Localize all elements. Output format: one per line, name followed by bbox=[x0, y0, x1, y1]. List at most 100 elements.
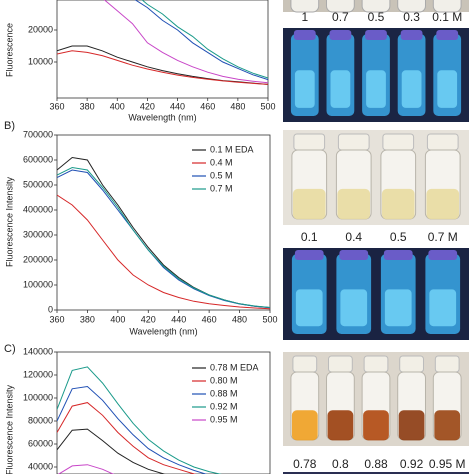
series-line bbox=[57, 194, 270, 310]
photo-label: 0.7 bbox=[332, 10, 349, 24]
vial-cap bbox=[328, 355, 353, 373]
x-tick-label: 480 bbox=[232, 314, 247, 324]
photo-label: 0.78 bbox=[293, 457, 317, 471]
vial-cap bbox=[434, 355, 460, 373]
vial-cap bbox=[293, 30, 316, 40]
vial-liquid bbox=[337, 188, 371, 220]
vial-cap bbox=[399, 355, 424, 373]
y-tick-label: 20000 bbox=[28, 24, 53, 34]
vial-glow bbox=[340, 289, 368, 327]
vial-cap bbox=[329, 30, 352, 40]
vial-cap bbox=[294, 250, 324, 260]
series-line bbox=[134, 0, 269, 81]
vial-liquid bbox=[434, 410, 461, 441]
series-line bbox=[57, 50, 269, 85]
series-line bbox=[57, 366, 222, 474]
plot-frame bbox=[56, 351, 271, 474]
vial-cap bbox=[400, 30, 423, 40]
y-tick-label: 40000 bbox=[28, 461, 53, 471]
photo-label: 0.4 bbox=[345, 230, 362, 244]
vial-cap bbox=[293, 133, 326, 151]
vial-liquid bbox=[327, 410, 354, 441]
vial bbox=[361, 0, 391, 13]
plot-lines bbox=[57, 366, 222, 474]
legend-label: 0.92 M bbox=[210, 401, 238, 411]
photo-label: 0.1 bbox=[301, 230, 318, 244]
x-tick-label: 400 bbox=[110, 101, 125, 111]
y-tick-label: 300000 bbox=[23, 229, 53, 239]
vial bbox=[290, 0, 320, 13]
y-tick-label: 80000 bbox=[28, 415, 53, 425]
x-tick-label: 440 bbox=[170, 101, 185, 111]
vial-cap bbox=[428, 250, 458, 260]
photo-label: 0.5 bbox=[390, 230, 407, 244]
x-tick-label: 360 bbox=[49, 101, 64, 111]
series-line bbox=[57, 166, 270, 308]
y-tick-label: 120000 bbox=[23, 369, 53, 379]
x-tick-label: 460 bbox=[200, 101, 215, 111]
panel-label: C) bbox=[4, 343, 16, 355]
x-tick-label: 440 bbox=[171, 314, 186, 324]
y-tick-label: 140000 bbox=[23, 346, 53, 356]
y-tick-label: 400000 bbox=[23, 204, 53, 214]
vial-glow bbox=[401, 70, 422, 108]
photo-label: 0.7 M bbox=[428, 230, 458, 244]
legend-label: 0.80 M bbox=[210, 375, 238, 385]
legend-label: 0.7 M bbox=[210, 183, 233, 193]
x-tick-label: 480 bbox=[230, 101, 245, 111]
photo-label: 0.1 M bbox=[432, 10, 462, 24]
y-axis-label: Fluorescence bbox=[4, 23, 14, 77]
x-tick-label: 500 bbox=[262, 314, 277, 324]
series-line bbox=[57, 385, 208, 474]
photo-label: 1 bbox=[301, 10, 308, 24]
x-tick-label: 360 bbox=[49, 314, 64, 324]
x-tick-label: 420 bbox=[141, 314, 156, 324]
photo-label: 0.92 bbox=[400, 457, 424, 471]
x-tick-label: 400 bbox=[110, 314, 125, 324]
series-line bbox=[57, 402, 197, 474]
photo-label: 0.5 bbox=[368, 10, 385, 24]
vial-cap bbox=[292, 355, 318, 373]
x-tick-label: 380 bbox=[80, 314, 95, 324]
vial-glow bbox=[429, 289, 457, 327]
y-axis-label: Fluorescence Intensity bbox=[4, 176, 14, 267]
vial-liquid bbox=[426, 188, 460, 220]
x-tick-label: 420 bbox=[140, 101, 155, 111]
x-tick-label: 500 bbox=[260, 101, 275, 111]
legend-label: 0.88 M bbox=[210, 388, 238, 398]
panel-label: B) bbox=[4, 120, 15, 132]
vial-cap bbox=[383, 250, 413, 260]
vial-liquid bbox=[292, 188, 326, 220]
vial-glow bbox=[366, 70, 386, 108]
series-line bbox=[57, 464, 115, 474]
vial-liquid bbox=[363, 410, 389, 441]
vial-cap bbox=[436, 30, 459, 40]
y-tick-label: 100000 bbox=[23, 279, 53, 289]
series-line bbox=[57, 428, 166, 474]
series-line bbox=[103, 0, 269, 84]
x-axis-label: Wavelength (nm) bbox=[128, 112, 196, 122]
vial-glow bbox=[295, 289, 323, 327]
y-tick-label: 100000 bbox=[23, 392, 53, 402]
y-tick-label: 600000 bbox=[23, 154, 53, 164]
vial-glow bbox=[330, 70, 351, 108]
y-tick-label: 700000 bbox=[23, 129, 53, 139]
plot-frame bbox=[56, 0, 269, 99]
vial-cap bbox=[337, 133, 370, 151]
series-line bbox=[57, 169, 270, 309]
vial-glow bbox=[384, 289, 412, 327]
photo-label: 0.95 M bbox=[429, 457, 466, 471]
plot-frame bbox=[56, 134, 271, 311]
vial-liquid bbox=[291, 410, 318, 441]
legend-label: 0.4 M bbox=[210, 157, 233, 167]
vial bbox=[397, 0, 426, 13]
legend-label: 0.78 M EDA bbox=[210, 362, 259, 372]
vial-cap bbox=[365, 30, 387, 40]
series-line bbox=[141, 0, 269, 79]
vial-glow bbox=[437, 70, 458, 108]
vial-cap bbox=[382, 133, 415, 151]
photo-label: 0.3 bbox=[403, 10, 420, 24]
photo-label: 0.88 bbox=[364, 457, 388, 471]
legend-label: 0.5 M bbox=[210, 170, 233, 180]
